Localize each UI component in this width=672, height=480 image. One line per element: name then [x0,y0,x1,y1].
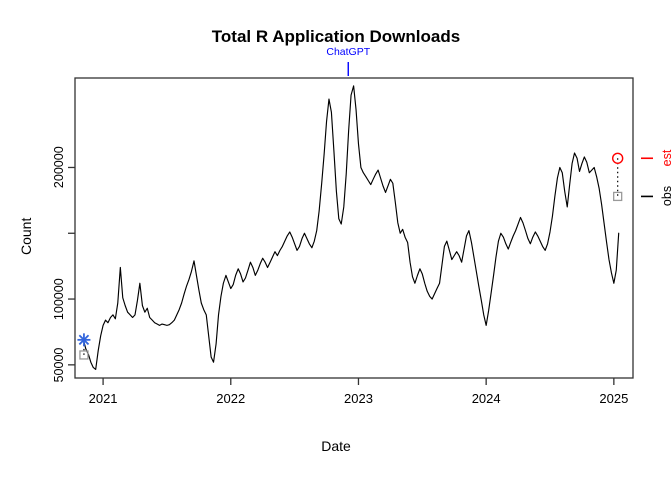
y-axis-tick-label: 100000 [52,278,66,320]
y-axis-tick-label: 200000 [52,146,66,189]
x-axis-tick-label: 2023 [344,391,373,406]
chatgpt-annotation-label: ChatGPT [326,46,371,58]
start-estimate-star [77,333,91,347]
x-axis-tick-label: 2022 [216,391,246,406]
x-axis-tick-label: 2021 [88,391,118,406]
right-axis-label-obs: obs [660,186,672,207]
data-series-line [82,85,620,371]
right-axis-label-est: est [660,149,672,167]
end-observed-square [613,191,623,202]
chart-title: Total R Application Downloads [211,27,461,46]
x-axis-tick-label: 2025 [599,391,629,406]
end-estimate-circle [611,152,624,164]
x-axis-label: Date [321,438,351,454]
plot-box-frame [74,77,634,379]
start-observed-square [79,350,89,360]
x-axis-tick-label: 2024 [471,391,501,406]
y-axis-tick-label: 50000 [52,347,66,383]
